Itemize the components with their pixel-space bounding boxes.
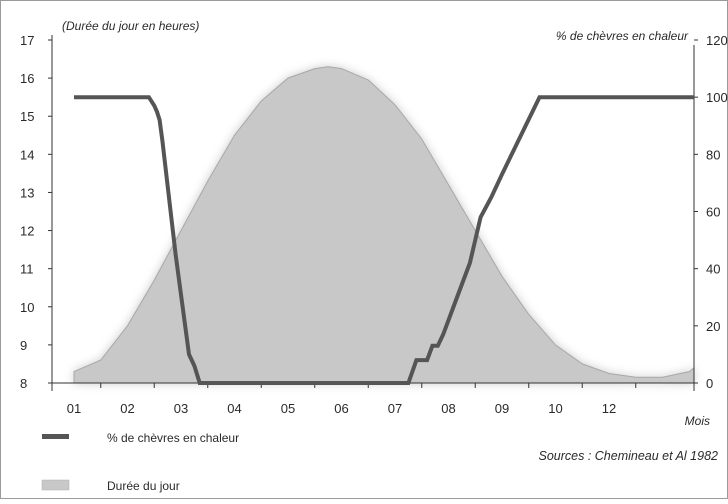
- y-left-tick-label: 12: [20, 224, 34, 239]
- y-right-tick-label: 60: [706, 205, 720, 220]
- legend-label-daylength: Durée du jour: [107, 479, 180, 493]
- x-tick-label: 09: [495, 401, 509, 416]
- axes-layer: 8 9 10 11 12 13 14 15 16 17 0 20 40 60 80 100 120 01 02 03 0…: [20, 33, 728, 416]
- daylength-area-layer: [73, 66, 695, 384]
- y-right-tick-label: 80: [706, 147, 720, 162]
- estrus-line: [74, 95, 694, 385]
- x-tick-label: 08: [441, 401, 455, 416]
- legend-label-estrus: % de chèvres en chaleur: [107, 431, 239, 445]
- y-right-axis-title: % de chèvres en chaleur: [556, 29, 689, 43]
- y-right-tick-label: 0: [706, 376, 713, 391]
- x-tick-label: 01: [67, 401, 81, 416]
- x-tick-label: 06: [334, 401, 348, 416]
- y-left-tick-label: 15: [20, 109, 34, 124]
- y-right-tick-label: 100: [706, 90, 728, 105]
- y-left-tick-label: 9: [20, 338, 27, 353]
- y-left-tick-label: 8: [20, 376, 27, 391]
- x-tick-label: 12: [602, 401, 616, 416]
- daylength-area: [73, 66, 695, 384]
- source-note: Sources : Chemineau et Al 1982: [538, 449, 718, 463]
- y-left-tick-label: 16: [20, 71, 34, 86]
- x-tick-label: 02: [120, 401, 134, 416]
- y-left-tick-label: 13: [20, 185, 34, 200]
- x-tick-label: 10: [548, 401, 562, 416]
- x-tick-label: 05: [281, 401, 295, 416]
- x-tick-label: 04: [227, 401, 241, 416]
- y-left-tick-label: 11: [20, 262, 34, 277]
- y-left-tick-label: 10: [20, 300, 34, 315]
- x-axis-title: Mois: [685, 414, 710, 428]
- y-right-tick-label: 40: [706, 262, 720, 277]
- y-left-axis-title: (Durée du jour en heures): [62, 19, 199, 33]
- legend: % de chèvres en chaleur Durée du jour: [41, 431, 239, 493]
- legend-line-swatch: [42, 434, 69, 439]
- y-left-tick-label: 14: [20, 147, 34, 162]
- y-left-tick-label: 17: [20, 33, 34, 48]
- y-right-tick-label: 20: [706, 319, 720, 334]
- legend-area-swatch: [41, 479, 70, 491]
- y-right-tick-label: 120: [706, 33, 728, 48]
- x-tick-label: 03: [174, 401, 188, 416]
- estrus-line-layer: [74, 95, 694, 385]
- x-tick-label: 07: [388, 401, 402, 416]
